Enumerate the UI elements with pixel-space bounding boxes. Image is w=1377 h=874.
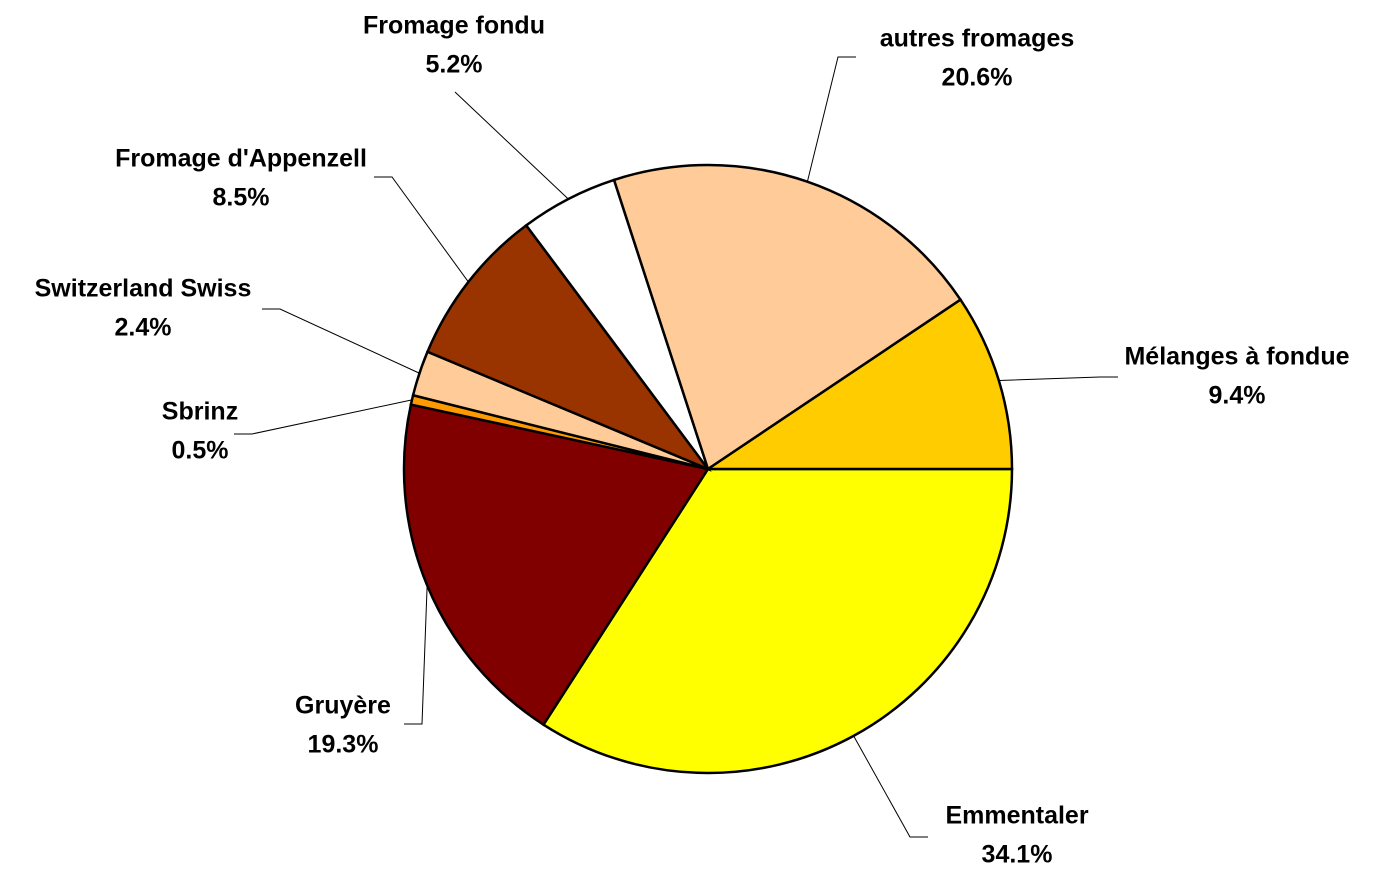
leader-line [806,56,856,182]
slice-label: Gruyère [295,692,391,720]
leader-line [374,176,469,283]
slice-label: Fromage fondu [363,12,545,40]
value-label: 5.2% [426,51,483,79]
pie-slice [541,467,1014,775]
leader-line [404,585,428,725]
slice-label: Sbrinz [162,398,238,426]
slice-label: Emmentaler [945,802,1088,830]
value-label: 2.4% [115,314,172,342]
pie-slice [703,297,1014,471]
value-label: 34.1% [982,841,1053,869]
slice-label: Switzerland Swiss [35,275,252,303]
leader-line [262,308,420,374]
value-label: 9.4% [1209,382,1266,410]
slice-label: Fromage d'Appenzell [115,145,367,173]
leader-line [234,399,413,435]
value-label: 20.6% [942,64,1013,92]
slice-label: Mélanges à fondue [1124,343,1349,371]
leader-line [998,376,1118,382]
slice-label: autres fromages [880,25,1075,53]
value-label: 8.5% [213,184,270,212]
pie-slice [612,163,963,471]
value-label: 0.5% [172,437,229,465]
leader-line [454,91,569,200]
leader-line [853,735,928,838]
value-label: 19.3% [308,731,379,759]
